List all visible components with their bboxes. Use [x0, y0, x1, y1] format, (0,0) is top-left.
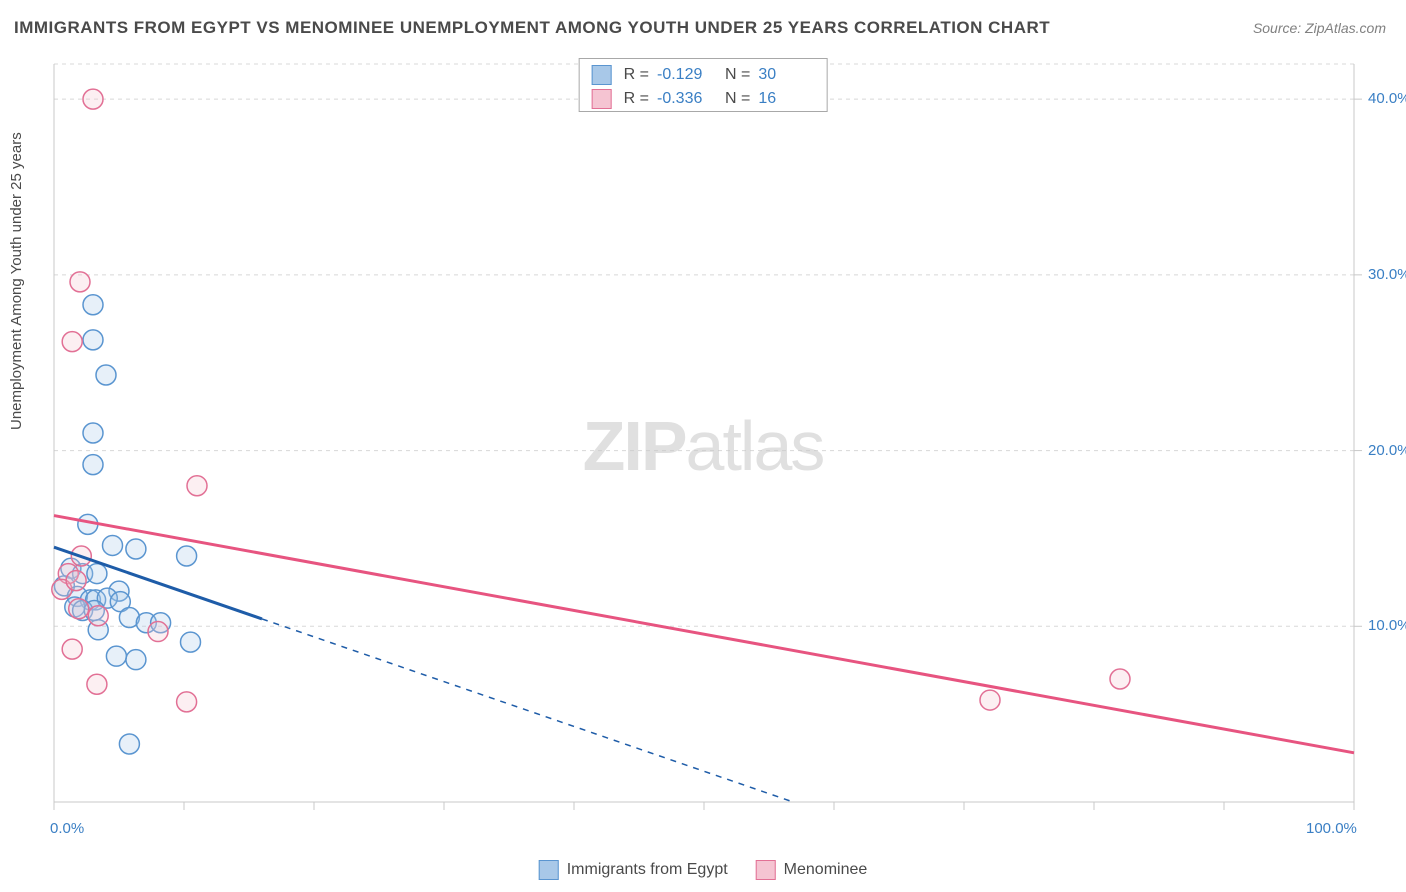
r-label: R =	[624, 66, 649, 84]
correlation-legend-row: R = -0.129 N = 30	[592, 63, 815, 87]
data-point	[87, 564, 107, 584]
plot-area	[50, 58, 1390, 846]
data-point	[119, 734, 139, 754]
data-point	[126, 539, 146, 559]
y-tick-label: 30.0%	[1368, 266, 1406, 283]
data-point	[69, 599, 89, 619]
data-point	[106, 646, 126, 666]
series-legend-item: Menominee	[756, 860, 868, 880]
data-point	[148, 622, 168, 642]
n-value: 30	[758, 66, 814, 84]
source-prefix: Source:	[1253, 20, 1305, 36]
data-point	[181, 632, 201, 652]
r-value: -0.336	[657, 90, 713, 108]
data-point	[103, 535, 123, 555]
r-label: R =	[624, 90, 649, 108]
chart-container: IMMIGRANTS FROM EGYPT VS MENOMINEE UNEMP…	[0, 0, 1406, 892]
data-point	[88, 606, 108, 626]
data-point	[177, 546, 197, 566]
scatter-plot-svg	[50, 58, 1390, 846]
data-point	[83, 455, 103, 475]
data-point	[83, 330, 103, 350]
r-value: -0.129	[657, 66, 713, 84]
data-point	[83, 423, 103, 443]
n-label: N =	[725, 90, 750, 108]
source-name: ZipAtlas.com	[1305, 20, 1386, 36]
series-legend-label: Menominee	[784, 861, 868, 879]
data-point	[177, 692, 197, 712]
x-tick-label: 0.0%	[50, 820, 84, 837]
legend-swatch	[756, 860, 776, 880]
data-point	[83, 295, 103, 315]
legend-swatch	[592, 65, 612, 85]
x-tick-label: 100.0%	[1306, 820, 1357, 837]
legend-swatch	[539, 860, 559, 880]
n-label: N =	[725, 66, 750, 84]
correlation-legend-row: R = -0.336 N = 16	[592, 87, 815, 111]
data-point	[70, 272, 90, 292]
y-axis-label: Unemployment Among Youth under 25 years	[8, 132, 25, 430]
correlation-legend: R = -0.129 N = 30 R = -0.336 N = 16	[579, 58, 828, 112]
data-point	[83, 89, 103, 109]
series-legend: Immigrants from Egypt Menominee	[539, 860, 868, 880]
data-point	[980, 690, 1000, 710]
data-point	[87, 674, 107, 694]
data-point	[66, 571, 86, 591]
series-legend-label: Immigrants from Egypt	[567, 861, 728, 879]
y-tick-label: 40.0%	[1368, 90, 1406, 107]
data-point	[126, 650, 146, 670]
y-tick-label: 20.0%	[1368, 442, 1406, 459]
data-point	[62, 332, 82, 352]
y-tick-label: 10.0%	[1368, 617, 1406, 634]
data-point	[187, 476, 207, 496]
data-point	[1110, 669, 1130, 689]
n-value: 16	[758, 90, 814, 108]
series-legend-item: Immigrants from Egypt	[539, 860, 728, 880]
source-attribution: Source: ZipAtlas.com	[1253, 20, 1386, 36]
regression-line-extrapolated	[262, 619, 793, 802]
data-point	[96, 365, 116, 385]
chart-title: IMMIGRANTS FROM EGYPT VS MENOMINEE UNEMP…	[14, 18, 1050, 38]
legend-swatch	[592, 89, 612, 109]
regression-line	[54, 516, 1354, 753]
data-point	[62, 639, 82, 659]
